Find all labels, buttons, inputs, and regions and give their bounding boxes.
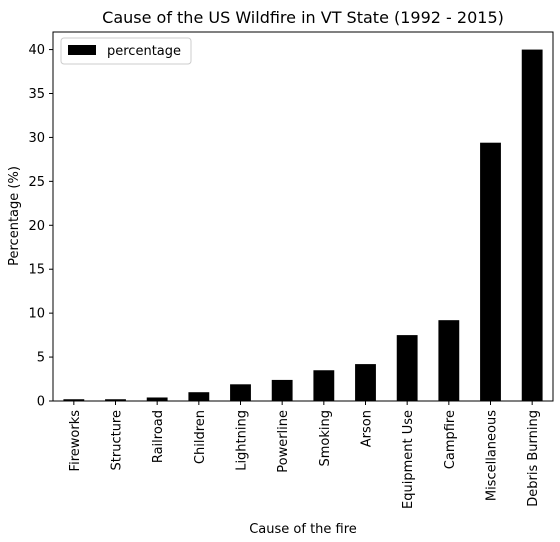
y-axis-label: Percentage (%) xyxy=(7,166,22,266)
x-tick-label: Powerline xyxy=(276,410,291,473)
x-tick-label: Debris Burning xyxy=(526,410,541,507)
y-tick-label: 25 xyxy=(28,175,45,190)
x-axis-ticks: Fireworks Structure Railroad Children Lightn… xyxy=(68,401,541,509)
x-tick-label: Lightning xyxy=(235,410,250,471)
bar-miscellaneous xyxy=(480,142,501,401)
legend-label: percentage xyxy=(107,44,181,59)
x-axis-label: Cause of the fire xyxy=(249,522,357,537)
x-tick-label: Miscellaneous xyxy=(485,410,500,501)
x-tick-label: Campfire xyxy=(443,410,458,469)
bar-fireworks xyxy=(63,399,85,401)
y-tick-label: 35 xyxy=(28,87,45,102)
x-tick-label: Children xyxy=(193,410,208,464)
y-tick-label: 10 xyxy=(28,307,45,322)
bar-children xyxy=(188,392,210,401)
bar-railroad xyxy=(146,397,168,401)
bar-debris-burning xyxy=(521,49,543,401)
y-tick-label: 0 xyxy=(37,395,45,410)
legend-box xyxy=(60,37,192,65)
legend: percentage xyxy=(60,37,192,65)
bar-powerline xyxy=(271,379,293,401)
legend-swatch xyxy=(68,45,96,55)
bars-group xyxy=(63,49,543,401)
y-axis-ticks: 0 5 10 15 20 25 30 35 40 xyxy=(28,43,53,410)
bar-structure xyxy=(105,399,126,401)
y-tick-label: 40 xyxy=(28,43,45,58)
y-tick-label: 30 xyxy=(28,131,45,146)
chart-title: Cause of the US Wildfire in VT State (19… xyxy=(102,8,504,27)
bar-smoking xyxy=(313,370,335,401)
x-tick-label: Structure xyxy=(110,410,125,470)
plot-frame xyxy=(52,31,554,402)
x-tick-label: Equipment Use xyxy=(401,410,416,509)
x-tick-label: Railroad xyxy=(151,410,166,463)
x-tick-label: Arson xyxy=(360,410,375,447)
y-tick-label: 15 xyxy=(28,263,45,278)
y-tick-label: 5 xyxy=(37,351,45,366)
y-tick-label: 20 xyxy=(28,219,45,234)
bar-equipment-use xyxy=(396,335,418,401)
bar-arson xyxy=(355,364,376,401)
bar-lightning xyxy=(230,384,251,401)
bar-campfire xyxy=(438,320,460,401)
x-tick-label: Fireworks xyxy=(68,410,83,472)
x-tick-label: Smoking xyxy=(318,410,333,467)
